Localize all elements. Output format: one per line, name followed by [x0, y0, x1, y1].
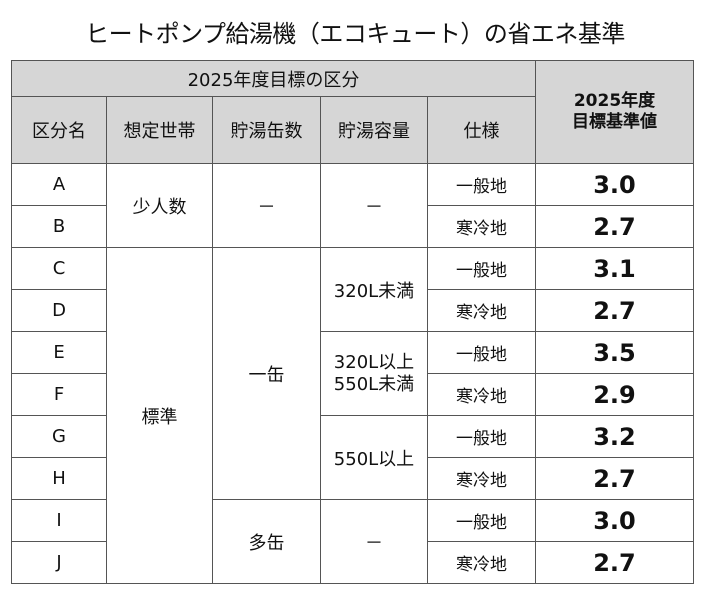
spec-cell: 一般地 [427, 415, 536, 458]
column-header-spec: 仕様 [427, 96, 536, 164]
standard-value: 2.9 [535, 373, 694, 416]
standard-value: 2.7 [535, 541, 694, 584]
standard-value: 2.7 [535, 289, 694, 332]
spec-cell: 寒冷地 [427, 289, 536, 332]
capacity-cell: 550L以上 [320, 415, 428, 500]
standard-value: 3.5 [535, 331, 694, 374]
table-row: H 寒冷地 2.7 [11, 457, 694, 500]
row-name: H [11, 457, 107, 500]
standard-value: 3.0 [535, 163, 694, 206]
spec-cell: 一般地 [427, 499, 536, 542]
spec-cell: 寒冷地 [427, 541, 536, 584]
standard-value: 3.1 [535, 247, 694, 290]
household-cell: 少人数 [106, 163, 213, 248]
spec-cell: 寒冷地 [427, 205, 536, 248]
column-header-capacity: 貯湯容量 [320, 96, 428, 164]
table-row: J 寒冷地 2.7 [11, 541, 694, 584]
column-header-tank-count: 貯湯缶数 [212, 96, 321, 164]
tank-count-cell: － [212, 163, 321, 248]
spec-cell: 一般地 [427, 163, 536, 206]
capacity-cell: － [320, 163, 428, 248]
table-row: I 多缶 － 一般地 3.0 [11, 499, 694, 584]
standard-value-header: 2025年度 目標基準値 [535, 60, 694, 164]
capacity-cell: 320L未満 [320, 247, 428, 332]
row-name: G [11, 415, 107, 458]
spec-cell: 一般地 [427, 247, 536, 290]
spec-cell: 寒冷地 [427, 457, 536, 500]
energy-standard-table: 2025年度目標の区分 2025年度 目標基準値 区分名 想定世帯 貯湯缶数 貯… [11, 60, 694, 584]
standard-value: 3.2 [535, 415, 694, 458]
table-row: C 標準 一缶 320L未満 一般地 3.1 [11, 247, 694, 584]
row-name: A [11, 163, 107, 206]
row-name: B [11, 205, 107, 248]
column-header-household: 想定世帯 [106, 96, 213, 164]
standard-header-line1: 2025年度 [573, 91, 656, 111]
table-row: D 寒冷地 2.7 [11, 289, 694, 332]
standard-value: 3.0 [535, 499, 694, 542]
column-header-name: 区分名 [11, 96, 107, 164]
row-name: D [11, 289, 107, 332]
capacity-cell: 320L以上 550L未満 [320, 331, 428, 416]
table-row: E 320L以上 550L未満 一般地 3.5 [11, 331, 694, 416]
row-name: F [11, 373, 107, 416]
capacity-line1: 320L以上 [333, 351, 415, 373]
standard-value: 2.7 [535, 205, 694, 248]
tank-count-cell: 多缶 [212, 499, 321, 584]
row-name: E [11, 331, 107, 374]
capacity-line2: 550L未満 [333, 373, 415, 395]
row-name: I [11, 499, 107, 542]
spec-cell: 一般地 [427, 331, 536, 374]
table-row: F 寒冷地 2.9 [11, 373, 694, 416]
standard-header-line2: 目標基準値 [572, 112, 657, 132]
table-row: B 寒冷地 2.7 [11, 205, 694, 248]
row-name: J [11, 541, 107, 584]
group-header: 2025年度目標の区分 [11, 60, 536, 97]
table-row: G 550L以上 一般地 3.2 [11, 415, 694, 500]
page-title: ヒートポンプ給湯機（エコキュート）の省エネ基準 [85, 20, 625, 48]
household-cell: 標準 [106, 247, 213, 584]
row-name: C [11, 247, 107, 290]
capacity-cell: － [320, 499, 428, 584]
table-row: A 少人数 － － 一般地 3.0 [11, 163, 694, 248]
standard-value: 2.7 [535, 457, 694, 500]
spec-cell: 寒冷地 [427, 373, 536, 416]
tank-count-cell: 一缶 [212, 247, 321, 500]
